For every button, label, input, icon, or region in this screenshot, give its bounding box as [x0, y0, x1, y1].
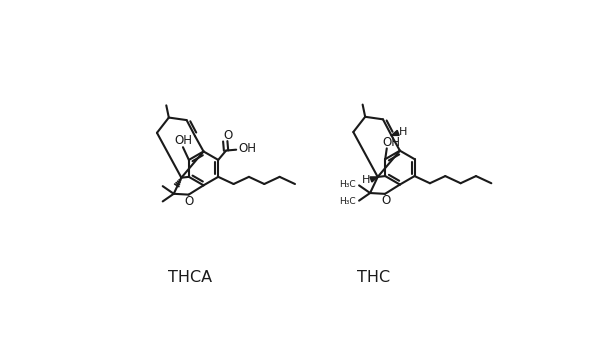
Text: OH: OH [238, 142, 256, 155]
Text: O: O [185, 195, 194, 208]
Text: H₃C: H₃C [340, 180, 356, 189]
Text: O: O [381, 194, 391, 207]
Text: H: H [399, 127, 407, 137]
Text: THC: THC [357, 270, 390, 285]
Text: THCA: THCA [169, 270, 212, 285]
Text: H: H [362, 175, 370, 185]
Text: OH: OH [175, 134, 193, 147]
Text: OH: OH [382, 136, 400, 149]
Text: H₃C: H₃C [340, 197, 356, 206]
Polygon shape [391, 130, 399, 136]
Text: O: O [224, 129, 233, 142]
Polygon shape [370, 177, 378, 182]
